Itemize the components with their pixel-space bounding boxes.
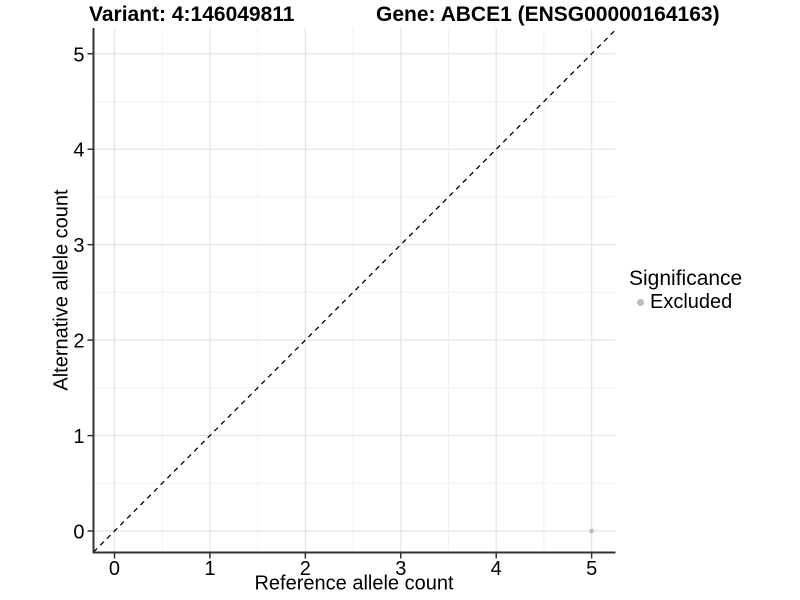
legend: Significance Excluded bbox=[629, 267, 742, 314]
plot-title-gene: Gene: ABCE1 (ENSG00000164163) bbox=[376, 3, 720, 26]
legend-key-dot-icon bbox=[637, 299, 644, 306]
x-tick-label: 0 bbox=[109, 558, 120, 580]
identity-line bbox=[93, 29, 616, 553]
y-tick-label: 2 bbox=[73, 331, 84, 353]
x-tick-label: 1 bbox=[204, 558, 215, 580]
plot-title-variant: Variant: 4:146049811 bbox=[89, 3, 295, 26]
x-tick-label: 3 bbox=[395, 558, 406, 580]
y-tick-label: 4 bbox=[73, 140, 84, 162]
y-tick-label: 0 bbox=[73, 522, 84, 544]
y-tick-label: 3 bbox=[73, 235, 84, 257]
y-axis-title: Alternative allele count bbox=[50, 189, 73, 391]
x-tick-label: 5 bbox=[586, 558, 597, 580]
y-tick-label: 5 bbox=[73, 44, 84, 66]
legend-item-excluded: Excluded bbox=[629, 291, 742, 314]
x-tick-label: 4 bbox=[491, 558, 502, 580]
legend-title: Significance bbox=[629, 267, 743, 290]
x-axis-title: Reference allele count bbox=[254, 572, 454, 595]
legend-item-label: Excluded bbox=[650, 291, 733, 313]
data-point bbox=[589, 528, 594, 534]
y-tick-label: 1 bbox=[73, 426, 84, 448]
x-tick-label: 2 bbox=[300, 558, 311, 580]
